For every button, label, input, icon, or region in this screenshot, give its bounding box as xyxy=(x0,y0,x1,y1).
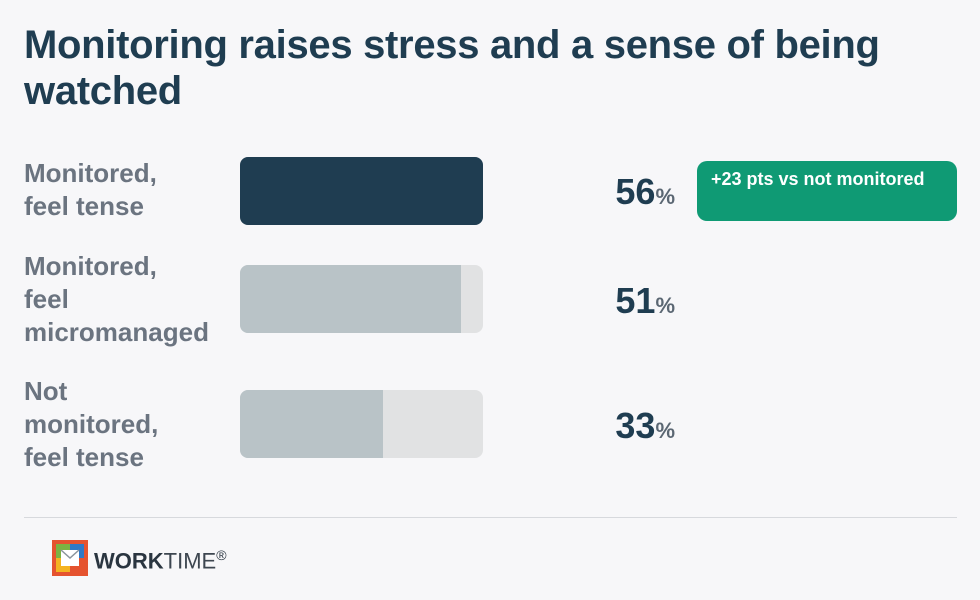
bar-track xyxy=(240,265,483,333)
data-label-unit: % xyxy=(655,293,675,318)
category-label-line: Monitored, xyxy=(24,158,157,188)
logo-text-bold: WORK xyxy=(94,548,164,574)
bar xyxy=(240,265,462,333)
data-label: 51% xyxy=(560,280,675,322)
category-label-line: micromanaged xyxy=(24,317,209,347)
data-label: 33% xyxy=(560,405,675,447)
data-label-value: 51 xyxy=(615,280,656,321)
data-label: 56% xyxy=(560,171,675,213)
category-label-line: feel xyxy=(24,284,69,314)
comparison-badge: +23 pts vs not monitored xyxy=(697,161,957,221)
category-label-line: monitored, xyxy=(24,409,159,439)
category-label-line: feel tense xyxy=(24,191,144,221)
data-label-value: 33 xyxy=(615,405,656,446)
data-label-value: 56 xyxy=(615,171,656,212)
category-label-line: Monitored, xyxy=(24,251,157,281)
bar xyxy=(240,390,384,458)
bar-track xyxy=(240,390,483,458)
bar-track xyxy=(240,157,483,225)
worktime-logo-text: WORKTIME® xyxy=(94,547,227,574)
category-label-line: Not xyxy=(24,376,68,406)
data-label-unit: % xyxy=(655,418,675,443)
footer-divider xyxy=(24,517,957,518)
logo-text-light: TIME xyxy=(163,548,217,574)
data-label-unit: % xyxy=(655,184,675,209)
bar xyxy=(240,157,483,225)
category-label: Not monitored, feel tense xyxy=(24,375,239,474)
category-label: Monitored, feel tense xyxy=(24,157,239,223)
registered-mark: ® xyxy=(216,547,227,563)
category-label: Monitored, feel micromanaged xyxy=(24,250,239,349)
worktime-logo-icon xyxy=(52,540,88,576)
chart-title: Monitoring raises stress and a sense of … xyxy=(24,23,880,113)
category-label-line: feel tense xyxy=(24,442,144,472)
